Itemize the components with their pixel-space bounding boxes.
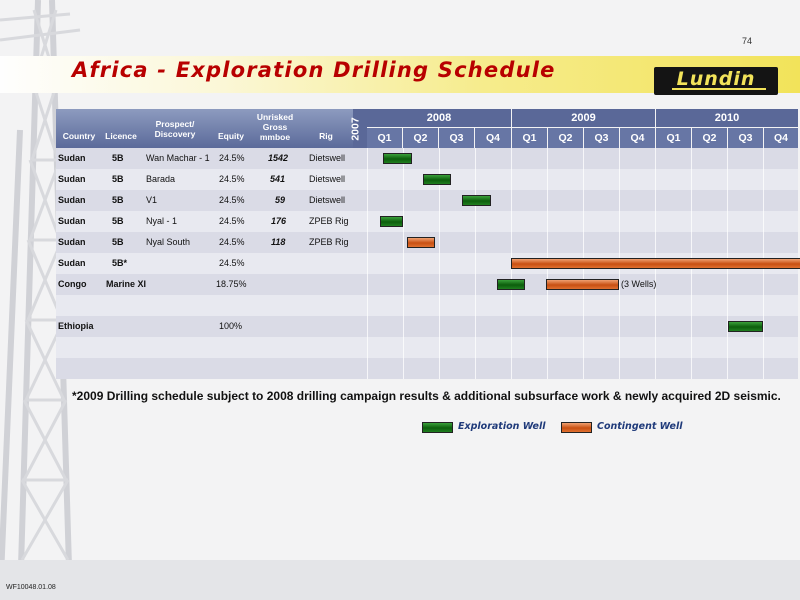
quarter-2008-q1: Q1 <box>367 128 402 148</box>
row-unrisked: 59 <box>275 195 286 205</box>
row-equity: 24.5% <box>219 153 245 163</box>
year-2008: 2008 <box>367 109 511 127</box>
col-header-equity: Equity <box>218 131 244 141</box>
quarter-2009-q3: Q3 <box>584 128 619 148</box>
row-country: Sudan <box>58 237 86 247</box>
table-row: Sudan 5B V1 24.5% 59 Dietswell <box>56 190 798 211</box>
exploration-well-bar <box>380 216 403 227</box>
col-header-rig: Rig <box>319 131 333 141</box>
row-licence: 5B* <box>112 258 128 268</box>
page-number: 74 <box>742 36 753 46</box>
legend-contingent-swatch <box>561 422 592 433</box>
row-prospect: Nyal South <box>146 237 191 247</box>
quarter-2010-q4: Q4 <box>764 128 798 148</box>
row-unrisked: 541 <box>270 174 286 184</box>
row-licence: 5B <box>112 237 124 247</box>
row-rig: ZPEB Rig <box>309 237 349 247</box>
footnote: *2009 Drilling schedule subject to 2008 … <box>72 389 781 403</box>
table-row <box>56 337 798 358</box>
grid-line <box>475 148 476 379</box>
row-rig: Dietswell <box>309 153 346 163</box>
row-country: Sudan <box>58 153 86 163</box>
table-row: Sudan 5B Nyal - 1 24.5% 176 ZPEB Rig <box>56 211 798 232</box>
row-unrisked: 1542 <box>268 153 289 163</box>
lundin-logo: Lundin <box>654 67 778 95</box>
row-country: Sudan <box>58 195 86 205</box>
exploration-well-bar <box>497 279 525 290</box>
row-country: Sudan <box>58 216 86 226</box>
year-2009: 2009 <box>512 109 655 127</box>
schedule-header: Country Licence Prospect/ Discovery Equi… <box>56 109 798 148</box>
legend-exploration-label: Exploration Well <box>458 421 546 432</box>
grid-line <box>367 148 368 379</box>
row-equity: 24.5% <box>219 237 245 247</box>
quarter-2009-q2: Q2 <box>548 128 583 148</box>
table-row <box>56 295 798 316</box>
exploration-well-bar <box>383 153 412 164</box>
row-equity: 24.5% <box>219 174 245 184</box>
row-unrisked: 176 <box>271 216 287 226</box>
exploration-well-bar <box>423 174 451 185</box>
contingent-well-bar <box>511 258 800 269</box>
exploration-well-bar <box>728 321 763 332</box>
row-equity: 24.5% <box>219 258 245 268</box>
quarter-2009-q1: Q1 <box>512 128 547 148</box>
legend-contingent-label: Contingent Well <box>597 421 683 432</box>
row-equity: 100% <box>219 321 243 331</box>
quarter-2010-q1: Q1 <box>656 128 691 148</box>
legend-exploration-swatch <box>422 422 453 433</box>
row-country: Congo <box>58 279 87 289</box>
grid-line <box>439 148 440 379</box>
row-rig: Dietswell <box>309 195 346 205</box>
contingent-well-bar <box>546 279 619 290</box>
table-row: Ethiopia 100% <box>56 316 798 337</box>
bar-note: (3 Wells) <box>621 279 657 289</box>
page-title: Africa - Exploration Drilling Schedule <box>72 58 556 82</box>
col-header-licence: Licence <box>105 131 137 141</box>
quarter-2008-q3: Q3 <box>439 128 474 148</box>
document-reference: WF10048.01.08 <box>6 584 56 591</box>
row-country: Sudan <box>58 174 86 184</box>
table-row: Congo Marine XI 18.75% <box>56 274 798 295</box>
table-row <box>56 358 798 379</box>
column-header-bar <box>56 109 353 148</box>
logo-swoosh <box>672 88 766 90</box>
col-header-unrisked: Unrisked Gross mmboe <box>256 112 294 142</box>
quarter-2010-q3: Q3 <box>728 128 763 148</box>
row-prospect: Wan Machar - 1 <box>146 153 210 163</box>
row-country: Ethiopia <box>58 321 94 331</box>
row-licence: 5B <box>112 153 124 163</box>
table-row: Sudan 5B Wan Machar - 1 24.5% 1542 Diets… <box>56 148 798 169</box>
row-unrisked: 118 <box>271 237 286 247</box>
row-licence: Marine XI <box>106 279 147 289</box>
row-rig: Dietswell <box>309 174 346 184</box>
year-2007: 2007 <box>350 109 367 148</box>
quarter-2009-q4: Q4 <box>620 128 655 148</box>
row-licence: 5B <box>112 216 124 226</box>
exploration-well-bar <box>462 195 491 206</box>
quarter-2008-q4: Q4 <box>475 128 511 148</box>
row-equity: 24.5% <box>219 216 245 226</box>
contingent-well-bar <box>407 237 435 248</box>
row-licence: 5B <box>112 174 124 184</box>
row-prospect: Nyal - 1 <box>146 216 178 226</box>
row-rig: ZPEB Rig <box>309 216 349 226</box>
col-header-country: Country <box>62 131 96 141</box>
quarter-2008-q2: Q2 <box>403 128 438 148</box>
row-licence: 5B <box>112 195 124 205</box>
year-2010: 2010 <box>656 109 798 127</box>
row-prospect: V1 <box>146 195 158 205</box>
row-prospect: Barada <box>146 174 176 184</box>
row-equity: 24.5% <box>219 195 245 205</box>
row-equity: 18.75% <box>216 279 247 289</box>
row-country: Sudan <box>58 258 86 268</box>
logo-text: Lundin <box>676 68 756 90</box>
quarter-2010-q2: Q2 <box>692 128 727 148</box>
col-header-prospect: Prospect/ Discovery <box>154 119 196 139</box>
grid-line <box>403 148 404 379</box>
